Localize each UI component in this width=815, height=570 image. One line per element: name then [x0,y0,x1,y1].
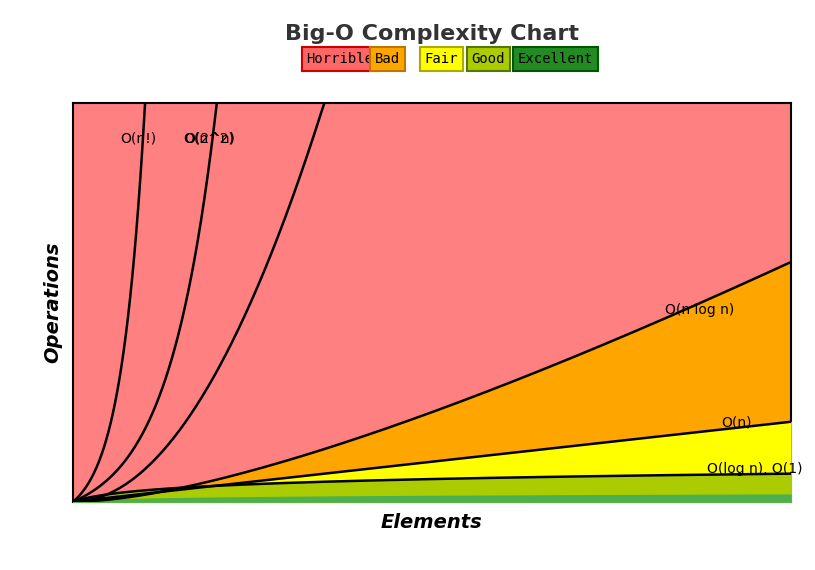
Text: O(n^2): O(n^2) [183,132,235,145]
Text: O(n!): O(n!) [120,132,156,145]
Text: Good: Good [471,52,505,66]
Text: Horrible: Horrible [306,52,373,66]
X-axis label: Elements: Elements [381,512,482,532]
Text: Fair: Fair [425,52,458,66]
Y-axis label: Operations: Operations [43,241,62,363]
Text: O(n log n): O(n log n) [665,303,734,317]
Text: O(log n), O(1): O(log n), O(1) [707,462,803,476]
Text: O(n): O(n) [721,416,751,430]
Text: Excellent: Excellent [518,52,593,66]
Title: Big-O Complexity Chart: Big-O Complexity Chart [285,24,579,44]
Text: Bad: Bad [375,52,399,66]
Text: O(2^n): O(2^n) [184,132,236,145]
